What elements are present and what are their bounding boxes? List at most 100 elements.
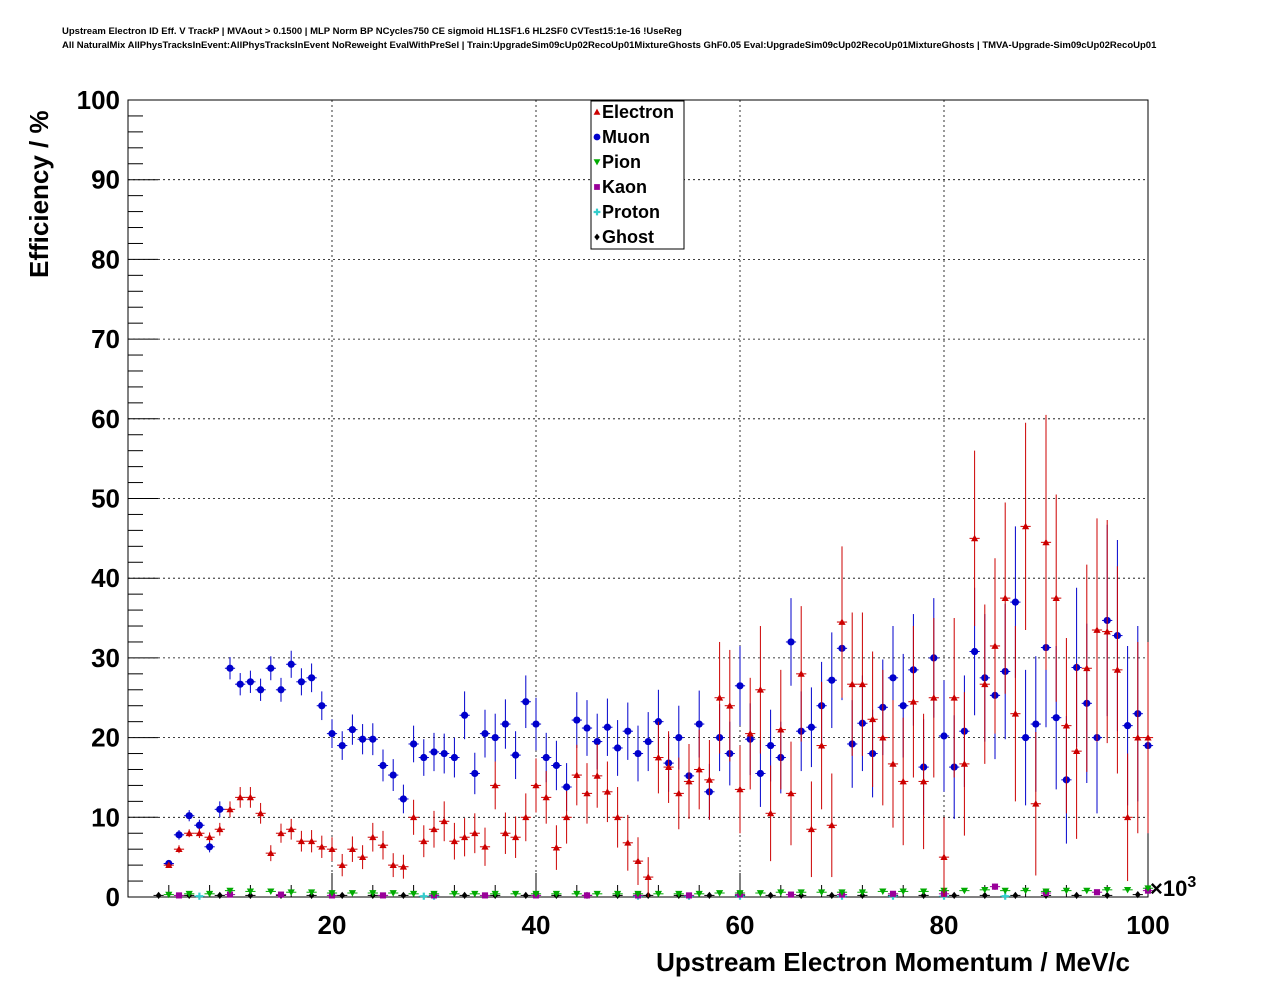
muon-point <box>828 676 836 684</box>
pion-point <box>165 891 173 899</box>
pion-point <box>471 890 479 898</box>
pion-point <box>858 889 866 896</box>
electron-point <box>195 829 203 837</box>
electron-point <box>614 813 622 821</box>
electron-point <box>930 694 938 701</box>
y-axis-label: Efficiency / % <box>24 110 54 278</box>
muon-point <box>267 664 275 672</box>
pion-point <box>1001 887 1009 895</box>
electron-point <box>226 805 234 813</box>
ghost-point <box>1073 891 1080 900</box>
electron-point <box>1083 664 1091 672</box>
muon-point <box>1124 722 1132 730</box>
muon-point <box>634 749 642 758</box>
pion-point <box>654 890 662 898</box>
ghost-point <box>247 891 254 900</box>
pion-point <box>634 890 642 898</box>
electron-point <box>420 837 428 845</box>
electron-point <box>1103 627 1111 635</box>
ghost-point <box>828 891 835 900</box>
electron-point <box>450 837 458 845</box>
electron-point <box>1032 800 1040 807</box>
electron-point <box>491 781 499 789</box>
x-tick-label: 100 <box>1126 910 1169 940</box>
muon-point <box>491 734 499 742</box>
pion-point <box>818 889 826 896</box>
pion-point <box>552 890 560 898</box>
electron-point <box>318 843 326 850</box>
electron-point <box>440 817 448 825</box>
pion-point <box>185 890 193 898</box>
pion-point <box>960 887 968 895</box>
electron-point <box>624 839 632 846</box>
pion-point <box>287 889 295 896</box>
electron-point <box>695 765 703 773</box>
muon-point <box>399 795 407 803</box>
electron-point <box>1022 522 1030 530</box>
x-axis-multiplier: ×103 <box>1150 874 1196 901</box>
pion-point <box>1144 885 1152 892</box>
electron-point <box>593 772 601 779</box>
ghost-point <box>981 891 988 900</box>
electron-point <box>828 821 836 829</box>
electron-point <box>501 829 509 837</box>
pion-point <box>450 890 458 898</box>
ghost-point <box>155 891 162 900</box>
kaon-point <box>991 883 999 890</box>
pion-point <box>797 889 805 896</box>
electron-point <box>379 841 387 849</box>
electron-point <box>797 670 805 677</box>
electron-point <box>1052 594 1060 602</box>
pion-point <box>695 890 703 898</box>
muon-point <box>481 730 489 738</box>
y-tick-label: 80 <box>91 244 120 274</box>
legend-marker-muon <box>593 133 601 141</box>
legend-label-ghost: Ghost <box>602 227 654 247</box>
electron-point <box>889 760 897 767</box>
pion-point <box>1042 888 1050 896</box>
electron-point <box>848 680 856 688</box>
muon-point <box>940 732 948 740</box>
electron-point <box>1113 666 1121 673</box>
legend-entry-pion: Pion <box>593 152 641 172</box>
electron-point <box>807 825 815 833</box>
legend-label-electron: Electron <box>602 102 674 122</box>
muon-point <box>501 720 509 728</box>
electron-point <box>909 698 917 705</box>
pion-point <box>389 890 397 897</box>
pion-point <box>756 890 764 897</box>
muon-point <box>328 730 336 738</box>
muon-point <box>440 749 448 758</box>
muon-point <box>226 664 234 672</box>
electron-point <box>542 793 550 801</box>
electron-point <box>665 763 673 770</box>
muon-point <box>216 805 224 813</box>
muon-point <box>511 751 520 759</box>
y-tick-label: 20 <box>91 723 120 753</box>
muon-point <box>1022 734 1030 742</box>
muon-point <box>1052 714 1060 722</box>
muon-point <box>185 812 193 820</box>
electron-point <box>879 734 887 741</box>
muon-point <box>410 740 418 748</box>
pion-point <box>614 890 622 898</box>
muon-point <box>206 843 214 851</box>
x-axis-multiplier-base: ×10 <box>1150 876 1187 901</box>
kaon-point <box>583 892 591 899</box>
electron-point <box>869 715 877 723</box>
electron-point <box>991 642 999 649</box>
electron-point <box>522 813 530 821</box>
electron-point <box>532 781 540 789</box>
ghost-point <box>920 891 927 900</box>
muon-point <box>471 769 479 778</box>
legend-box <box>590 100 685 250</box>
pion-point <box>206 890 214 898</box>
muon-point <box>175 831 183 839</box>
muon-point <box>1011 598 1020 606</box>
muon-point <box>899 702 907 710</box>
muon-point <box>736 682 744 690</box>
electron-point <box>675 789 683 797</box>
legend-entry-muon: Muon <box>593 127 650 147</box>
muon-point <box>971 647 979 656</box>
